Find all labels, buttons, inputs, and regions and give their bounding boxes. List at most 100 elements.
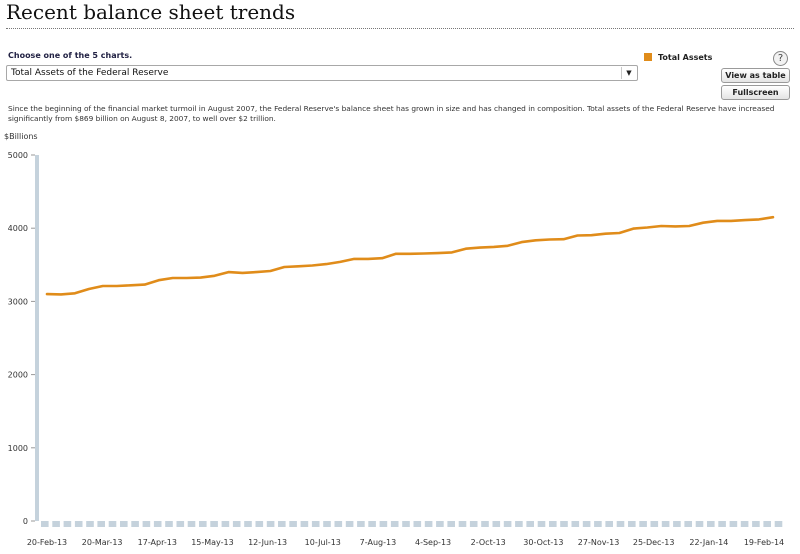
x-tick-label: 22-Jan-14: [689, 538, 728, 547]
x-axis-bar: [729, 521, 738, 527]
x-axis-bar: [300, 521, 309, 527]
x-axis-bar: [97, 521, 105, 527]
x-axis-bar: [345, 521, 354, 527]
x-axis-bar: [549, 521, 557, 527]
x-axis-bar: [481, 521, 489, 527]
x-axis-bar: [210, 521, 218, 527]
x-axis-bar: [244, 521, 252, 527]
x-axis-bar: [323, 521, 331, 527]
view-as-table-button[interactable]: View as table: [721, 68, 790, 83]
x-axis-bar: [707, 521, 715, 527]
x-tick-label: 4-Sep-13: [415, 538, 451, 547]
x-axis-bar: [153, 521, 162, 527]
x-axis-bar: [74, 521, 83, 527]
y-tick-label: 5000: [8, 151, 28, 160]
chart-chooser-label: Choose one of the 5 charts.: [8, 51, 133, 60]
x-axis-bar: [628, 521, 636, 527]
x-tick-label: 7-Aug-13: [360, 538, 397, 547]
x-axis-bar: [278, 521, 286, 527]
x-tick-label: 20-Mar-13: [82, 538, 123, 547]
x-axis-bar: [311, 521, 320, 527]
x-tick-label: 30-Oct-13: [523, 538, 563, 547]
x-axis-bar: [63, 521, 72, 527]
x-axis-bar: [458, 521, 467, 527]
x-axis-bar: [131, 521, 139, 527]
x-axis-bar: [503, 521, 512, 527]
x-axis-bar: [639, 521, 647, 527]
x-axis-bar: [86, 521, 94, 527]
x-axis-bar: [594, 521, 602, 527]
x-tick-label: 19-Feb-14: [744, 538, 784, 547]
x-axis-bar: [424, 521, 433, 527]
page-title: Recent balance sheet trends: [6, 0, 296, 24]
chart-select-dropdown[interactable]: Total Assets of the Federal Reserve ▼: [6, 65, 638, 81]
x-axis-bar: [763, 521, 771, 527]
x-axis-bar: [560, 521, 568, 527]
x-axis-bar: [176, 521, 185, 527]
series-line-total-assets: [45, 215, 775, 296]
y-axis-unit-label: $Billions: [4, 132, 38, 141]
x-axis-bar: [537, 521, 546, 527]
title-divider: [6, 28, 794, 29]
x-axis-bar: [255, 521, 264, 527]
x-axis-bar: [390, 521, 399, 527]
x-axis-bar: [684, 521, 692, 527]
x-axis-bar: [120, 521, 128, 527]
x-tick-label: 2-Oct-13: [471, 538, 506, 547]
x-axis-bar: [221, 521, 230, 527]
x-axis-bar: [740, 521, 749, 527]
x-tick-label: 27-Nov-13: [578, 538, 620, 547]
x-tick-label: 12-Jun-13: [248, 538, 287, 547]
x-tick-label: 15-May-13: [191, 538, 234, 547]
x-axis-bar: [368, 521, 376, 527]
x-axis-bar: [571, 521, 580, 527]
x-axis-bar: [52, 521, 60, 527]
x-axis-bar: [413, 521, 422, 527]
y-tick-label: 4000: [8, 224, 28, 233]
legend-swatch-total-assets: [644, 53, 652, 61]
x-axis-bar: [605, 521, 613, 527]
x-tick-label: 10-Jul-13: [305, 538, 341, 547]
x-axis-bar: [718, 521, 726, 527]
x-tick-label: 25-Dec-13: [633, 538, 675, 547]
x-axis-bar: [402, 521, 410, 527]
x-axis-bar: [436, 521, 444, 527]
x-tick-label: 17-Apr-13: [138, 538, 177, 547]
x-axis-bar: [357, 521, 365, 527]
x-axis-bar: [661, 521, 670, 527]
x-axis-bar: [187, 521, 196, 527]
x-axis-bar: [232, 521, 241, 527]
x-axis-bar: [289, 521, 297, 527]
x-tick-label: 20-Feb-13: [27, 538, 67, 547]
x-axis-bar: [334, 521, 343, 527]
chart-description: Since the beginning of the financial mar…: [8, 104, 775, 123]
x-axis-bar: [379, 521, 388, 527]
y-tick-label: 1000: [8, 444, 28, 453]
y-tick-label: 3000: [8, 297, 28, 306]
legend-label-total-assets: Total Assets: [658, 53, 713, 62]
help-icon[interactable]: ?: [773, 51, 788, 66]
x-axis-bar: [616, 521, 625, 527]
x-axis-bar: [447, 521, 455, 527]
x-axis-bar: [142, 521, 151, 527]
x-axis-bar: [752, 521, 760, 527]
chevron-down-icon[interactable]: ▼: [621, 67, 636, 79]
x-axis-bar: [469, 521, 478, 527]
x-axis-bar: [526, 521, 534, 527]
y-tick-label: 0: [23, 517, 28, 526]
chart-select-value: Total Assets of the Federal Reserve: [11, 68, 169, 78]
y-tick-label: 2000: [8, 371, 28, 380]
x-axis-bar: [650, 521, 659, 527]
x-axis-bar: [266, 521, 275, 527]
x-axis-bar: [41, 521, 49, 527]
x-axis-bar: [108, 521, 117, 527]
chart-legend: Total Assets: [644, 53, 712, 62]
x-axis-bar: [695, 521, 704, 527]
y-axis-bar: [35, 155, 39, 521]
x-axis-bar: [582, 521, 591, 527]
x-axis-bar: [515, 521, 523, 527]
fullscreen-button[interactable]: Fullscreen: [721, 85, 790, 100]
x-axis-bar: [774, 521, 783, 527]
x-axis-bar: [165, 521, 173, 527]
